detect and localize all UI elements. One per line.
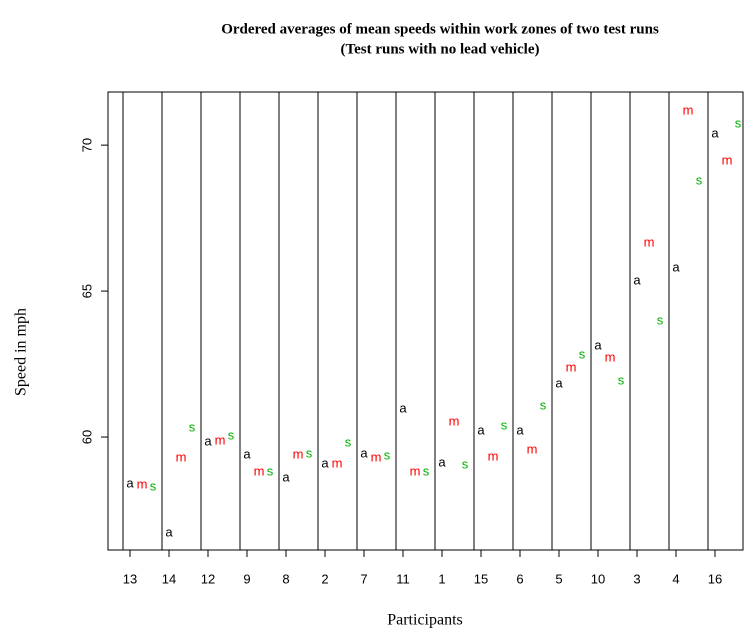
y-tick-label: 65 [79,284,94,298]
point-letter: m [527,442,538,457]
point-letter: s [384,447,391,462]
x-tick-label: 16 [708,571,722,586]
point-letter: s [540,398,547,413]
point-letter: s [306,445,313,460]
point-letter: s [462,456,469,471]
point-letter: m [488,448,499,463]
point-letter: m [176,449,187,464]
point-letter: s [657,313,664,328]
x-tick-label: 5 [555,571,562,586]
point-letter: m [293,447,304,462]
point-letter: s [228,428,235,443]
point-letter: a [243,447,251,462]
point-letter: m [332,455,343,470]
point-letter: m [644,235,655,250]
plot-frame [107,91,744,551]
point-letter: a [282,469,290,484]
point-letter: a [360,445,368,460]
point-letter: m [449,414,460,429]
point-letter: m [722,153,733,168]
point-letter: a [516,422,524,437]
point-letter: a [594,337,602,352]
point-letter: s [423,463,430,478]
point-letter: m [137,476,148,491]
point-letter: a [633,273,641,288]
point-letter: m [410,463,421,478]
x-tick-label: 9 [243,571,250,586]
point-letter: a [711,125,719,140]
point-letter: m [683,103,694,118]
point-letter: s [189,419,196,434]
x-tick-label: 2 [321,571,328,586]
point-letter: m [605,349,616,364]
point-letter: m [371,449,382,464]
point-letter: s [618,372,625,387]
x-tick-label: 3 [633,571,640,586]
point-letter: m [215,433,226,448]
point-letter: a [321,455,329,470]
point-letter: a [672,259,680,274]
point-letter: a [399,400,407,415]
x-axis-label: Participants [387,612,463,629]
point-letter: s [579,346,586,361]
point-letter: s [735,116,742,131]
point-letter: a [165,525,173,540]
point-letter: a [555,375,563,390]
y-axis-label: Speed in mph [13,308,30,396]
x-tick-label: 4 [672,571,679,586]
x-tick-label: 12 [201,571,215,586]
x-tick-label: 6 [516,571,523,586]
chart-subtitle: (Test runs with no lead vehicle) [340,41,539,57]
point-letter: m [254,463,265,478]
x-tick-label: 14 [162,571,176,586]
y-tick-label: 60 [79,430,94,444]
chart-title: Ordered averages of mean speeds within w… [221,21,659,37]
x-tick-label: 7 [360,571,367,586]
point-letter: s [150,478,157,493]
point-letter: s [501,417,508,432]
point-letter: m [566,360,577,375]
point-letter: s [696,172,703,187]
x-tick-label: 1 [438,571,445,586]
x-tick-label: 15 [474,571,488,586]
point-letter: s [267,463,274,478]
x-tick-label: 13 [123,571,137,586]
x-tick-label: 11 [396,571,410,586]
point-letter: a [204,433,212,448]
x-tick-label: 8 [282,571,289,586]
x-tick-label: 10 [591,571,605,586]
point-letter: s [345,435,352,450]
point-letter: a [477,422,485,437]
y-tick-label: 70 [79,138,94,152]
point-letter: a [438,454,446,469]
point-letter: a [126,475,134,490]
